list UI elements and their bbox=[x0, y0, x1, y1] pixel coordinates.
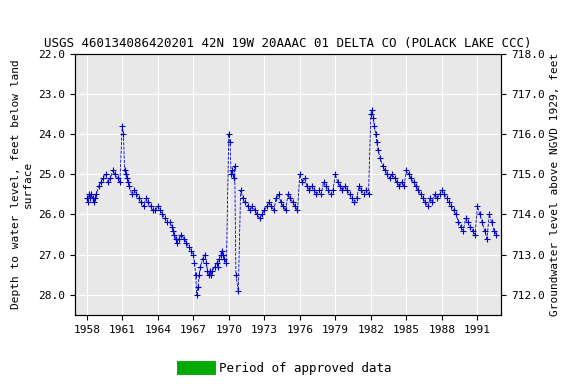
Title: USGS 460134086420201 42N 19W 20AAAC 01 DELTA CO (POLACK LAKE CCC): USGS 460134086420201 42N 19W 20AAAC 01 D… bbox=[44, 37, 532, 50]
Y-axis label: Depth to water level, feet below land
surface: Depth to water level, feet below land su… bbox=[11, 60, 33, 309]
Legend: Period of approved data: Period of approved data bbox=[179, 357, 397, 380]
Y-axis label: Groundwater level above NGVD 1929, feet: Groundwater level above NGVD 1929, feet bbox=[550, 53, 560, 316]
